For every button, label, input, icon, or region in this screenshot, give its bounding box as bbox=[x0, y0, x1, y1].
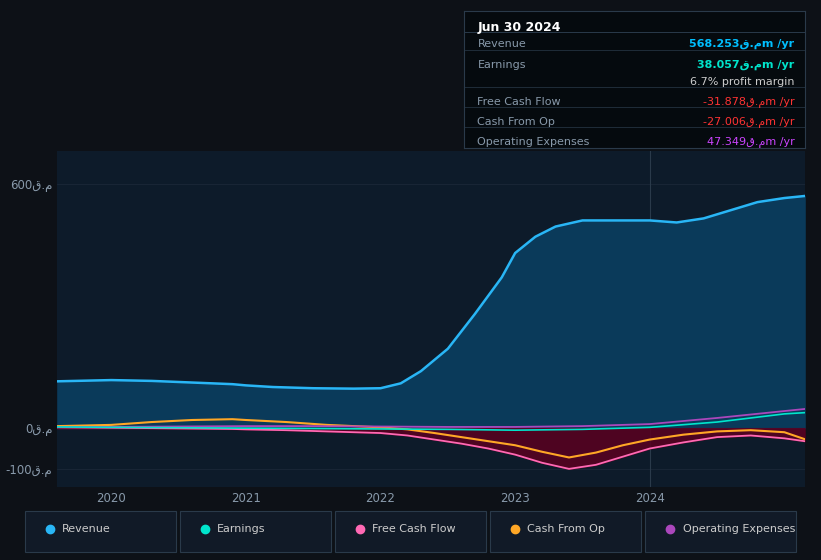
Text: -27.006ق.مm /yr: -27.006ق.مm /yr bbox=[703, 117, 795, 128]
Text: 38.057ق.مm /yr: 38.057ق.مm /yr bbox=[697, 60, 795, 70]
FancyBboxPatch shape bbox=[490, 511, 641, 552]
Text: -31.878ق.مm /yr: -31.878ق.مm /yr bbox=[703, 97, 795, 108]
Text: 47.349ق.مm /yr: 47.349ق.مm /yr bbox=[707, 137, 795, 148]
FancyBboxPatch shape bbox=[645, 511, 796, 552]
Text: Jun 30 2024: Jun 30 2024 bbox=[478, 21, 561, 34]
Text: Operating Expenses: Operating Expenses bbox=[682, 524, 795, 534]
Text: Free Cash Flow: Free Cash Flow bbox=[372, 524, 456, 534]
Text: Earnings: Earnings bbox=[218, 524, 266, 534]
Text: Earnings: Earnings bbox=[478, 60, 526, 70]
Text: Free Cash Flow: Free Cash Flow bbox=[478, 97, 561, 107]
Text: Revenue: Revenue bbox=[62, 524, 111, 534]
Text: 6.7% profit margin: 6.7% profit margin bbox=[690, 77, 795, 87]
Text: Revenue: Revenue bbox=[478, 39, 526, 49]
Text: Operating Expenses: Operating Expenses bbox=[478, 137, 589, 147]
Text: Cash From Op: Cash From Op bbox=[527, 524, 605, 534]
Text: 568.253ق.مm /yr: 568.253ق.مm /yr bbox=[690, 39, 795, 49]
FancyBboxPatch shape bbox=[335, 511, 486, 552]
Text: Cash From Op: Cash From Op bbox=[478, 117, 555, 127]
FancyBboxPatch shape bbox=[25, 511, 176, 552]
FancyBboxPatch shape bbox=[180, 511, 331, 552]
